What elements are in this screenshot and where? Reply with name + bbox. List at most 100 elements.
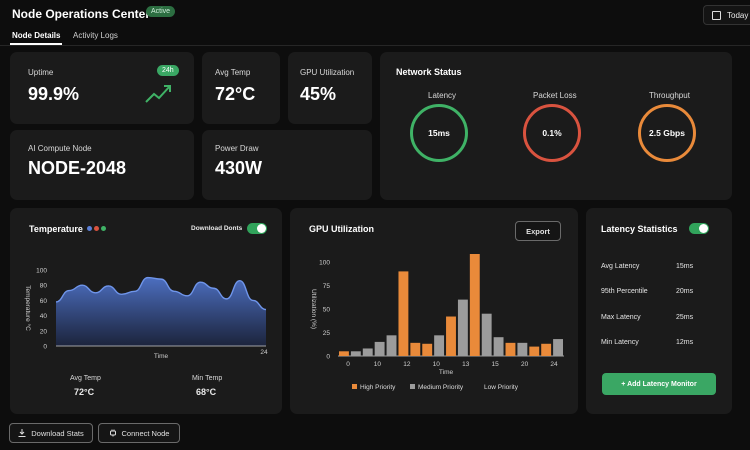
y-tick-label: 0 [43,344,47,351]
y-tick-label: 80 [40,283,48,290]
latency-stats-toggle[interactable] [689,223,709,234]
x-axis-title: Time [439,369,454,376]
max-latency-label: Max Latency [601,314,641,321]
connect-node-button[interactable]: Connect Node [98,423,180,443]
y-tick-label: 40 [40,313,48,320]
y-tick-label: 25 [323,330,331,337]
high-priority-bar [469,254,480,356]
x-tick-label: 10 [433,361,441,368]
status-badge: Active [146,6,176,17]
avg-temp-stat-label: Avg Temp [70,375,101,382]
gpu-util-label: GPU Utilization [300,68,355,77]
x-axis-title: Time [154,353,169,360]
temperature-line [55,276,267,311]
gpu-util-value: 45% [300,84,337,104]
high-priority-bar [410,342,421,356]
export-button[interactable]: Export [515,221,561,241]
series-dot-green [101,226,106,231]
x-tick-label: 12 [403,361,411,368]
avg-latency-label: Avg Latency [601,263,640,270]
tab-divider [0,45,750,46]
y-tick-label: 50 [323,307,331,314]
download-icon [18,429,26,437]
min-temp-stat-label: Min Temp [192,375,223,382]
date-label: Today [727,10,749,20]
high-priority-bar [339,351,349,356]
x-tick-label: 24 [550,361,558,368]
download-donts-label: Download Donts [191,225,243,232]
gpu-utilization-chart: 0 25 50 75 100 0 10 12 10 13 15 20 24 Time Utilization… [310,254,564,391]
y-tick-label: 60 [40,298,48,305]
page-title: Node Operations Center [12,7,151,21]
legend-swatch [410,384,415,389]
plug-icon [109,429,116,437]
power-card: Power Draw 430W [202,130,372,200]
trend-up-icon [145,85,171,103]
medium-priority-bar [457,299,468,356]
x-tick-label: 20 [521,361,529,368]
network-status-title: Network Status [396,67,462,77]
tab-node-details[interactable]: Node Details [12,31,61,40]
medium-priority-bar [362,348,373,356]
max-latency-value: 25ms [676,314,694,321]
node-label: AI Compute Node [28,144,92,153]
p95-latency-label: 95th Percentile [601,288,648,295]
uptime-card: Uptime 99.9% 24h [10,52,194,124]
y-axis-title: Utilization (%) [310,289,317,329]
avg-temp-value: 72°C [215,84,256,104]
latency-value: 15ms [428,128,450,138]
medium-priority-bar [434,335,445,356]
min-temp-stat-value: 68°C [196,387,217,397]
high-priority-bar [398,271,409,356]
x-tick-label: 13 [462,361,470,368]
latency-stats-card: Latency Statistics Avg Latency 15ms 95th… [586,208,732,414]
y-tick-label: 75 [323,283,331,290]
medium-priority-bar [493,337,504,356]
power-label: Power Draw [215,144,259,153]
high-priority-bar [529,346,540,356]
medium-priority-bar [374,341,385,356]
avg-temp-stat-value: 72°C [74,387,95,397]
x-tick-label: 0 [346,361,350,368]
connect-node-label: Connect Node [121,428,170,438]
medium-priority-bar [553,339,563,356]
high-priority-bar [422,343,433,356]
medium-priority-bar [481,313,492,356]
calendar-icon [712,10,721,20]
gpu-util-card: GPU Utilization 45% [288,52,372,124]
legend-label: Medium Priority [418,384,464,391]
uptime-label: Uptime [28,68,54,77]
min-latency-label: Min Latency [601,339,639,346]
network-status-card: Network Status Latency Packet Loss Throu… [380,52,732,200]
download-stats-label: Download Stats [31,428,84,438]
tab-activity-logs[interactable]: Activity Logs [73,31,118,40]
x-tick-label: 15 [492,361,500,368]
packet-loss-value: 0.1% [542,128,562,138]
high-priority-bar [446,316,456,356]
y-tick-label: 100 [36,268,47,275]
medium-priority-bar [350,351,361,356]
medium-priority-bar [386,335,397,356]
download-stats-button[interactable]: Download Stats [9,423,93,443]
p95-latency-value: 20ms [676,288,694,295]
uptime-value: 99.9% [28,84,80,104]
series-dot-blue [87,226,92,231]
avg-temp-card: Avg Temp 72°C [202,52,280,124]
node-card: AI Compute Node NODE-2048 [10,130,194,200]
min-latency-value: 12ms [676,339,694,346]
gpu-chart-card: GPU Utilization Export 0 25 50 75 100 0 10 12 10… [290,208,578,414]
date-picker[interactable]: Today [703,5,750,25]
add-latency-monitor-button[interactable]: + Add Latency Monitor [602,373,716,395]
download-donts-toggle[interactable] [247,223,267,234]
throughput-gauge: 2.5 Gbps [638,104,696,162]
x-tick-label: 24 [260,349,268,356]
temperature-chart: 0 20 40 60 80 100 24 Time Temperature °C [24,268,268,361]
packet-loss-gauge: 0.1% [523,104,581,162]
y-tick-label: 0 [326,354,330,361]
latency-stats-title: Latency Statistics [601,224,678,234]
node-value: NODE-2048 [28,158,127,178]
tab-active-underline [10,43,62,45]
temperature-title: Temperature [29,224,83,234]
packet-loss-label: Packet Loss [533,91,577,100]
throughput-value: 2.5 Gbps [649,128,685,138]
